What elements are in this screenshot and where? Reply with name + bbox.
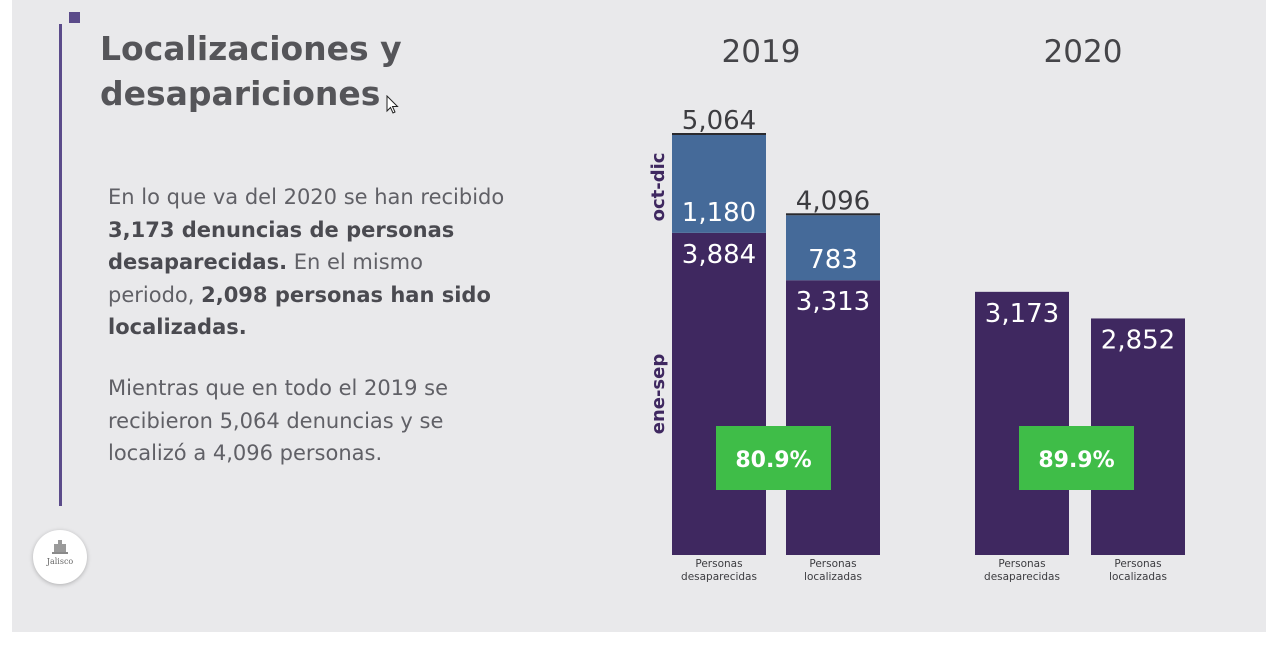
category-label: Personas localizadas — [804, 558, 862, 583]
segment-value-label: 1,180 — [682, 198, 756, 228]
bar-segment — [786, 215, 880, 281]
summary-text: En el mismo periodo, — [108, 250, 423, 307]
year-label-2019: 2019 — [722, 34, 801, 70]
year-label-2020: 2020 — [1044, 34, 1123, 70]
jalisco-logo: Jalisco — [33, 530, 87, 584]
percent-badge — [716, 426, 831, 490]
segment-value-label: 783 — [808, 245, 858, 275]
category-label: Personas desaparecidas — [984, 558, 1060, 583]
bar-segment — [672, 232, 766, 555]
segment-value-label: 3,884 — [682, 240, 756, 270]
jalisco-crest-icon — [52, 540, 68, 554]
bar-total-label: 5,064 — [682, 106, 756, 136]
summary-text: En lo que va del 2020 se han recibido — [108, 185, 505, 209]
mouse-cursor-icon — [386, 95, 399, 114]
accent-vertical-line — [59, 24, 62, 506]
category-label: Personas desaparecidas — [681, 558, 757, 583]
percent-badge-label: 80.9% — [735, 448, 811, 473]
summary-paragraph-2019: Mientras que en todo el 2019 se recibier… — [108, 376, 449, 465]
segment-value-label: 3,173 — [985, 299, 1059, 329]
summary-bold-text: 2,098 personas han sido localizadas. — [108, 282, 491, 340]
summary-bold-text: 3,173 denuncias de personas desaparecida… — [108, 217, 455, 275]
summary-paragraph-2020: En lo que va del 2020 se han recibido 3,… — [108, 181, 508, 344]
segment-value-label: 3,313 — [796, 287, 870, 317]
segment-value-label: 2,852 — [1101, 325, 1175, 355]
bar-segment — [975, 291, 1069, 555]
bar-segment — [672, 135, 766, 233]
series-label-ene-sep: ene-sep — [648, 354, 669, 435]
bar-total-label: 4,096 — [796, 186, 870, 216]
series-label-oct-dic: oct-dic — [648, 153, 669, 222]
percent-badge-label: 89.9% — [1038, 448, 1114, 473]
bar-top-line — [786, 213, 880, 216]
slide-title: Localizaciones y desapariciones — [100, 29, 402, 113]
bar-segment — [786, 280, 880, 555]
logo-text: Jalisco — [46, 557, 74, 566]
accent-square — [69, 12, 80, 23]
bar-top-line — [672, 133, 766, 135]
category-label: Personas localizadas — [1109, 558, 1167, 583]
percent-badge — [1019, 426, 1134, 490]
